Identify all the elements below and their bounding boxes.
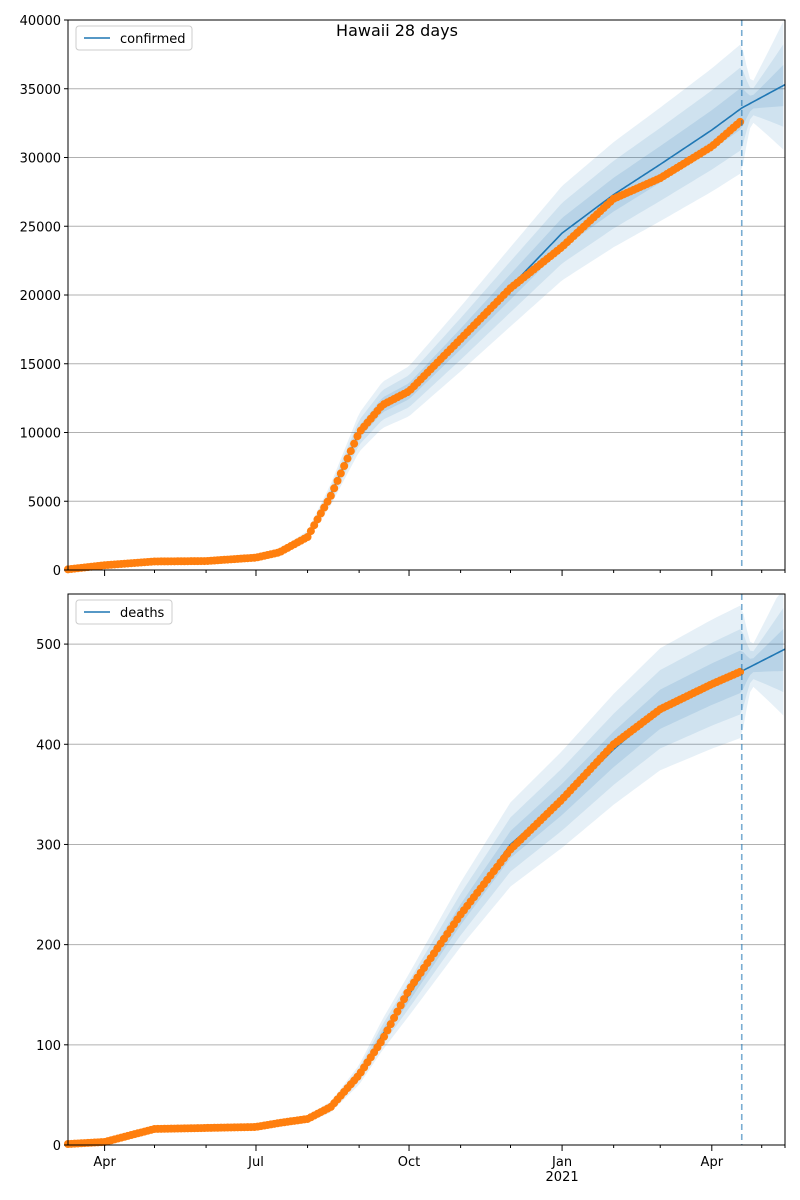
legend-label: confirmed — [120, 32, 186, 47]
uncertainty-band — [68, 21, 784, 570]
y-tick-label: 15000 — [20, 358, 61, 373]
data-point — [320, 503, 329, 512]
data-point — [736, 117, 745, 126]
data-point — [330, 484, 339, 493]
y-tick-label: 100 — [36, 1039, 61, 1054]
uncertainty-band — [68, 44, 784, 570]
plot-frame — [67, 593, 786, 1146]
x-tick-label: Jan — [551, 1155, 572, 1170]
uncertainty-band — [68, 628, 784, 1145]
chart-title: Hawaii 28 days — [336, 21, 458, 40]
uncertainty-band — [68, 594, 784, 1145]
data-point — [340, 461, 349, 470]
y-tick-label: 10000 — [20, 427, 61, 442]
y-tick-label: 40000 — [20, 14, 61, 29]
data-point — [310, 521, 319, 530]
data-point — [386, 1020, 395, 1029]
data-point — [390, 1013, 399, 1022]
legend — [75, 25, 193, 51]
y-tick-label: 35000 — [20, 83, 61, 98]
data-point — [343, 454, 352, 463]
data-point — [336, 469, 345, 478]
uncertainty-band — [68, 607, 784, 1145]
x-tick-label: Oct — [398, 1155, 420, 1170]
data-point — [383, 1026, 392, 1035]
data-point — [333, 476, 342, 485]
y-tick-label: 5000 — [28, 495, 61, 510]
data-point — [313, 515, 322, 524]
data-point — [400, 995, 409, 1004]
data-point — [350, 439, 359, 448]
uncertainty-band — [68, 64, 784, 570]
data-point — [396, 1001, 405, 1010]
legend — [75, 599, 173, 625]
x-tick-label: Apr — [701, 1155, 724, 1170]
y-tick-label: 0 — [53, 1139, 61, 1154]
x-tick-label: 2021 — [546, 1170, 579, 1185]
y-tick-label: 200 — [36, 939, 61, 954]
data-point — [306, 527, 315, 536]
y-tick-label: 500 — [36, 638, 61, 653]
x-tick-label: Jul — [247, 1155, 264, 1170]
y-tick-label: 30000 — [20, 152, 61, 167]
data-point — [736, 667, 745, 676]
data-point — [323, 497, 332, 506]
chart-panel-1: 0 5000 10000 15000 20000 25000 30000 35000 40000… — [20, 14, 786, 579]
y-tick-label: 400 — [36, 738, 61, 753]
data-point — [393, 1007, 402, 1016]
y-tick-label: 0 — [53, 564, 61, 579]
data-point — [380, 1032, 389, 1041]
data-point — [303, 533, 312, 541]
legend-label: deaths — [120, 606, 165, 621]
y-tick-label: 300 — [36, 838, 61, 853]
data-point — [346, 447, 355, 456]
y-tick-label: 20000 — [20, 289, 61, 304]
data-point — [316, 509, 325, 518]
data-point — [326, 491, 335, 500]
x-tick-label: Apr — [93, 1155, 116, 1170]
y-tick-label: 25000 — [20, 220, 61, 235]
